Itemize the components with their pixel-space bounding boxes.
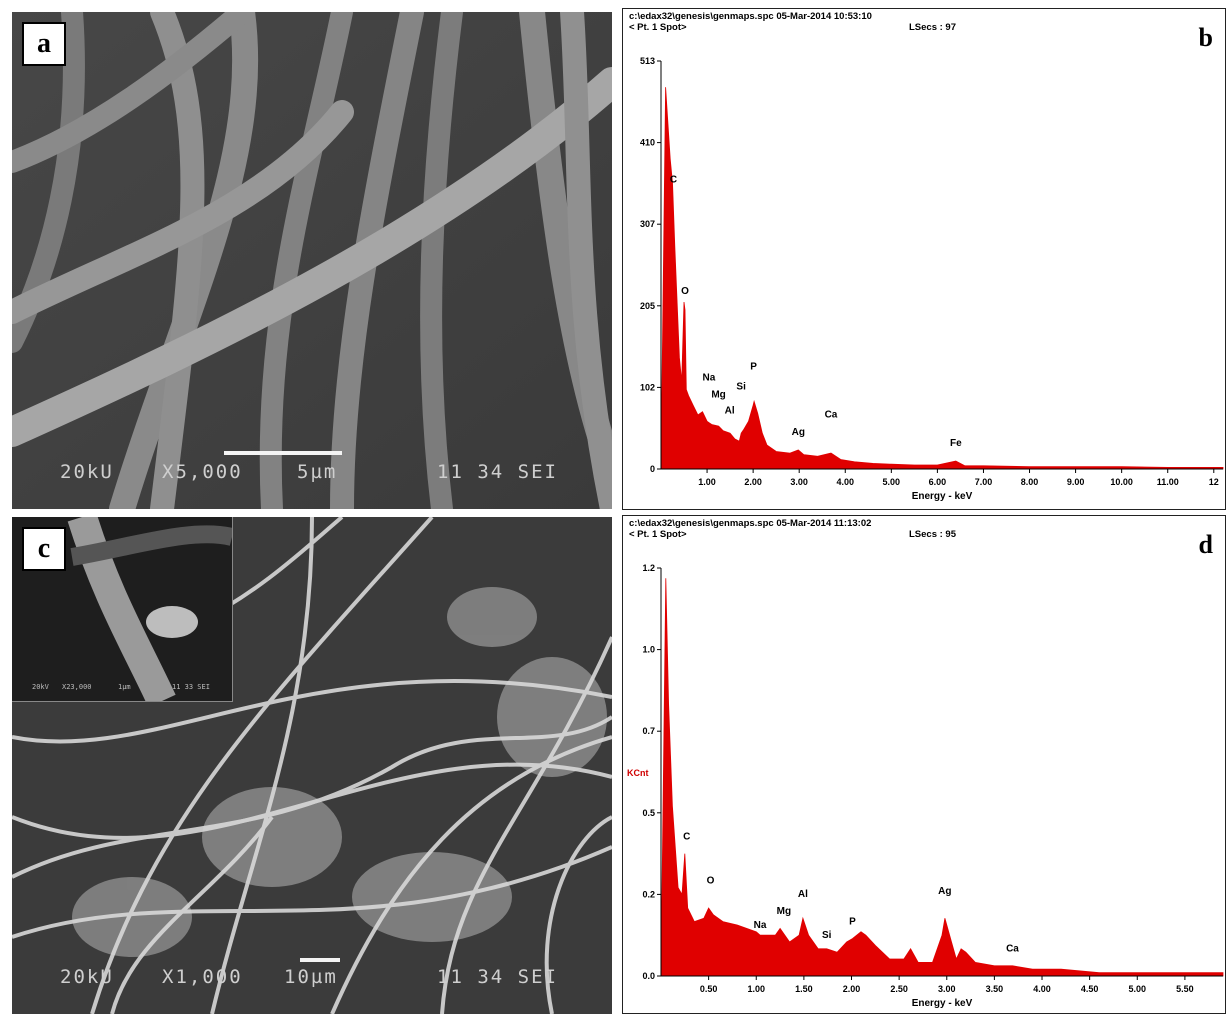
- peak-label-al: Al: [725, 405, 735, 416]
- peak-label-fe: Fe: [950, 438, 962, 449]
- peak-label-ag: Ag: [938, 886, 951, 897]
- peak-label-na: Na: [754, 920, 767, 931]
- y-tick-label: 307: [640, 219, 655, 229]
- inset-code: 11 33 SEI: [172, 683, 210, 691]
- eds-lsecs-d: LSecs : 95: [909, 529, 956, 540]
- x-tick-label: 4.00: [1033, 984, 1051, 994]
- scale-bar-c: [300, 958, 340, 962]
- y-tick-label: 0.2: [642, 889, 655, 899]
- sem-info-bar-c: 20kU X1,000 10µm 11 34 SEI: [12, 958, 612, 992]
- peak-label-ca: Ca: [1006, 944, 1019, 955]
- sem-panel-c: 20kV X23,000 1µm 11 33 SEI c 20kU X1,000…: [12, 517, 612, 1014]
- x-tick-label: 12: [1209, 477, 1219, 487]
- x-tick-label: 3.00: [938, 984, 956, 994]
- y-tick-label: 102: [640, 382, 655, 392]
- peak-label-si: Si: [822, 930, 832, 941]
- sem-panel-a: a 20kU X5,000 5µm 11 34 SEI: [12, 12, 612, 509]
- x-tick-label: 4.00: [836, 477, 854, 487]
- eds-spot-b: < Pt. 1 Spot>: [629, 22, 687, 33]
- x-tick-label: 5.00: [1129, 984, 1147, 994]
- inset-magnification: X23,000: [62, 683, 92, 691]
- peak-label-al: Al: [798, 889, 808, 900]
- x-tick-label: 2.00: [744, 477, 762, 487]
- y-tick-label: 0: [650, 464, 655, 474]
- panel-label-d: d: [1198, 530, 1213, 559]
- x-tick-label: 3.50: [986, 984, 1004, 994]
- eds-panel-d: c:\edax32\genesis\genmaps.spc 05-Mar-201…: [622, 515, 1226, 1014]
- y-tick-label: 410: [640, 138, 655, 148]
- spectrum-area-b: [660, 87, 1224, 470]
- y-tick-label: 0.7: [642, 726, 655, 736]
- sem-scale-c: 10µm: [284, 966, 338, 988]
- sem-magnification-a: X5,000: [162, 461, 243, 483]
- x-tick-label: 10.00: [1110, 477, 1133, 487]
- eds-lsecs-b: LSecs : 97: [909, 22, 956, 33]
- x-tick-label: 1.00: [747, 984, 765, 994]
- y-tick-label: 0.0: [642, 971, 655, 981]
- y-tick-label: 1.2: [642, 563, 655, 573]
- x-tick-label: 4.50: [1081, 984, 1099, 994]
- peak-label-c: C: [683, 831, 690, 842]
- eds-chart-d: 1.2 1.0 0.7 0.5 0.2 0.0 0.50 1.00 1.50 2.00 2.50 3.…: [627, 563, 1224, 1009]
- eds-panel-b: c:\edax32\genesis\genmaps.spc 05-Mar-201…: [622, 8, 1226, 510]
- peak-label-o: O: [681, 286, 689, 297]
- x-tick-label: 1.50: [795, 984, 813, 994]
- peak-label-mg: Mg: [777, 906, 791, 917]
- sem-code-c: 11 34 SEI: [437, 966, 558, 988]
- x-tick-label: 0.50: [700, 984, 718, 994]
- eds-file-path-b: c:\edax32\genesis\genmaps.spc 05-Mar-201…: [629, 11, 872, 22]
- x-axis-label-b: Energy - keV: [912, 491, 973, 502]
- peak-label-mg: Mg: [711, 389, 725, 400]
- sem-inset-fiber: [67, 517, 235, 708]
- eds-spot-d: < Pt. 1 Spot>: [629, 529, 687, 540]
- sem-fibers-a: [12, 12, 612, 509]
- y-tick-label: 513: [640, 56, 655, 66]
- y-tick-label: 205: [640, 301, 655, 311]
- panel-label-a: a: [22, 22, 66, 66]
- eds-chart-b: 513 410 307 205 102 0 1.00 2.00 3.00 4.00 5.00 6.00…: [640, 56, 1224, 502]
- sem-code-a: 11 34 SEI: [437, 461, 558, 483]
- y-axis-label-d: KCnt: [627, 768, 649, 778]
- peak-label-ag: Ag: [792, 427, 805, 438]
- x-tick-label: 5.00: [883, 477, 901, 487]
- peak-label-p: P: [750, 362, 757, 373]
- sem-scale-a: 5µm: [297, 461, 338, 483]
- x-tick-label: 6.00: [929, 477, 947, 487]
- y-tick-label: 0.5: [642, 808, 655, 818]
- panel-label-c: c: [22, 527, 66, 571]
- peak-label-c: C: [670, 175, 677, 186]
- peak-label-ca: Ca: [825, 409, 838, 420]
- peak-label-p: P: [849, 916, 856, 927]
- sem-inset-bar: 20kV X23,000 1µm 11 33 SEI: [12, 683, 232, 695]
- sem-voltage-a: 20kU: [60, 461, 114, 483]
- x-tick-label: 11.00: [1157, 477, 1179, 487]
- eds-header-b: c:\edax32\genesis\genmaps.spc 05-Mar-201…: [629, 11, 956, 33]
- x-tick-label: 8.00: [1021, 477, 1039, 487]
- scale-bar-a: [224, 451, 342, 455]
- sem-voltage-c: 20kU: [60, 966, 114, 988]
- x-tick-label: 2.50: [890, 984, 908, 994]
- x-tick-label: 7.00: [975, 477, 993, 487]
- peak-label-si: Si: [736, 381, 746, 392]
- panel-label-b: b: [1198, 23, 1213, 52]
- peak-label-o: O: [707, 876, 715, 887]
- eds-file-path-d: c:\edax32\genesis\genmaps.spc 05-Mar-201…: [629, 518, 872, 529]
- x-tick-label: 9.00: [1067, 477, 1085, 487]
- y-tick-label: 1.0: [642, 645, 655, 655]
- x-axis-label-d: Energy - keV: [912, 998, 973, 1009]
- x-tick-label: 5.50: [1176, 984, 1194, 994]
- x-tick-label: 3.00: [790, 477, 808, 487]
- peak-label-na: Na: [703, 373, 716, 384]
- x-tick-label: 1.00: [698, 477, 716, 487]
- sem-fibers-c: [12, 517, 612, 1014]
- inset-scale: 1µm: [118, 683, 131, 691]
- x-tick-label: 2.00: [843, 984, 861, 994]
- eds-header-d: c:\edax32\genesis\genmaps.spc 05-Mar-201…: [629, 518, 956, 540]
- spectrum-area-d: [660, 578, 1224, 977]
- sem-info-bar-a: 20kU X5,000 5µm 11 34 SEI: [12, 451, 612, 487]
- inset-voltage: 20kV: [32, 683, 49, 691]
- sem-magnification-c: X1,000: [162, 966, 243, 988]
